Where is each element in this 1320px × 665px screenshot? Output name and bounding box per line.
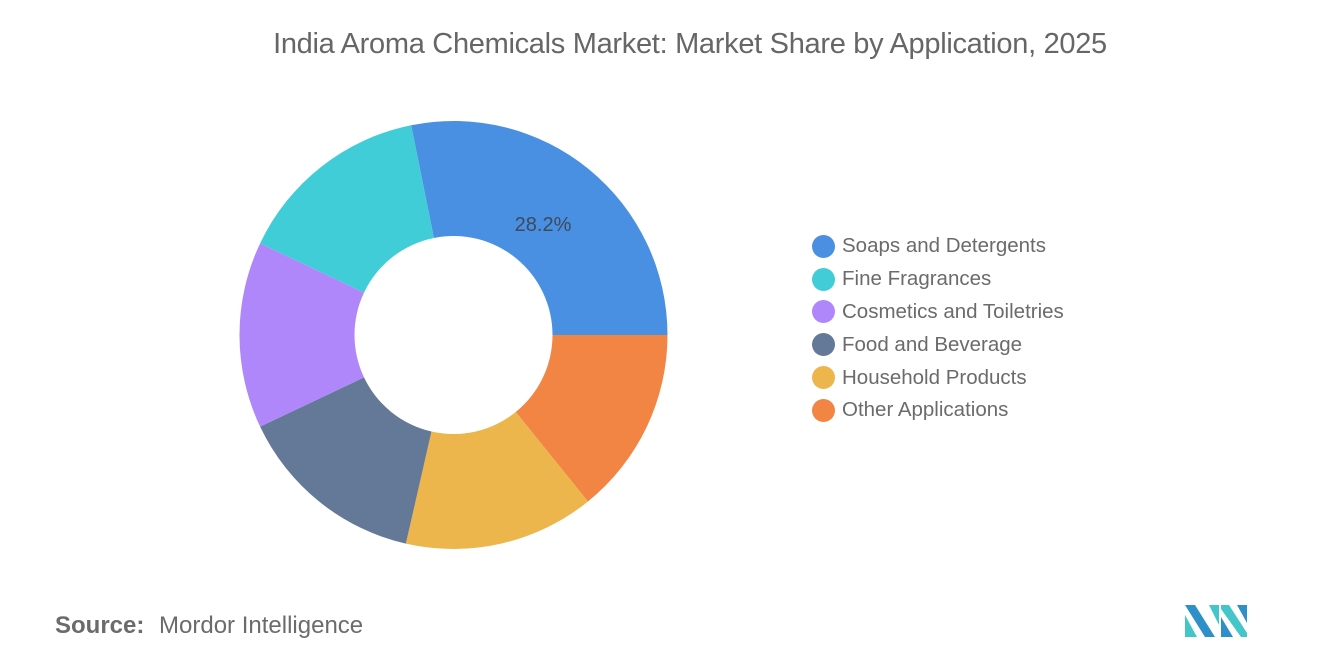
legend-item-cosmetics-and-toiletries[interactable]: Cosmetics and Toiletries [812, 296, 1064, 329]
slice-fine-fragrances[interactable] [260, 125, 434, 293]
legend-label: Household Products [842, 365, 1027, 389]
legend-label: Other Applications [842, 398, 1009, 422]
legend-swatch-icon [812, 366, 835, 390]
source-value: Mordor Intelligence [159, 612, 364, 639]
legend-label: Soaps and Detergents [842, 234, 1046, 258]
chart-legend: Soaps and Detergents Fine Fragrances Cos… [812, 230, 1064, 427]
legend-item-other-applications[interactable]: Other Applications [812, 394, 1064, 427]
slice-data-label: 28.2% [515, 214, 572, 236]
slice-other-applications[interactable] [515, 335, 668, 502]
legend-item-household-products[interactable]: Household Products [812, 361, 1064, 394]
legend-label: Fine Fragrances [842, 267, 992, 291]
legend-swatch-icon [812, 267, 835, 291]
mordor-intelligence-logo-icon [1185, 605, 1247, 637]
source-citation: Source: Mordor Intelligence [55, 612, 363, 640]
legend-item-soaps-and-detergents[interactable]: Soaps and Detergents [812, 230, 1064, 263]
slice-cosmetics-and-toiletries[interactable] [239, 243, 365, 427]
legend-label: Cosmetics and Toiletries [842, 299, 1064, 323]
donut-slices [239, 121, 668, 550]
slice-soaps-and-detergents[interactable] [411, 121, 668, 335]
legend-item-food-and-beverage[interactable]: Food and Beverage [812, 328, 1064, 361]
slice-household-products[interactable] [405, 412, 588, 550]
legend-label: Food and Beverage [842, 332, 1023, 356]
slice-food-and-beverage[interactable] [260, 377, 432, 544]
legend-swatch-icon [812, 234, 835, 258]
legend-item-fine-fragrances[interactable]: Fine Fragrances [812, 263, 1064, 296]
source-label: Source: [55, 612, 145, 639]
chart-title: India Aroma Chemicals Market: Market Sha… [273, 28, 1107, 60]
legend-swatch-icon [812, 333, 835, 357]
legend-swatch-icon [812, 300, 835, 324]
legend-swatch-icon [812, 398, 835, 422]
